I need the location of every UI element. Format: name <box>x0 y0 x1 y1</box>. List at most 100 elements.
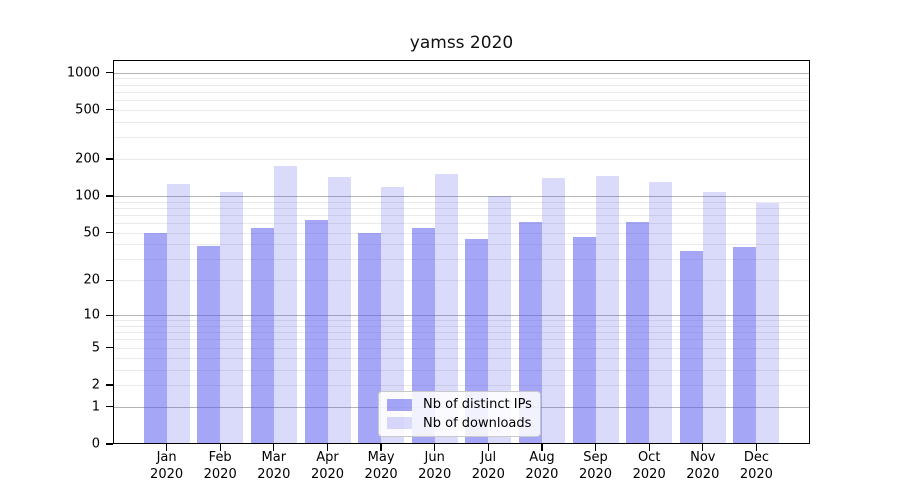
y-axis-tick <box>106 406 113 408</box>
bar-downloads-feb <box>220 192 244 444</box>
y-axis-tick-label: 2 <box>91 377 100 393</box>
minor-gridline <box>113 357 810 359</box>
minor-gridline <box>113 207 810 209</box>
minor-gridline <box>113 232 810 234</box>
x-axis-tick-label: Dec 2020 <box>739 450 773 482</box>
x-axis-tick-label: Aug 2020 <box>525 450 559 482</box>
minor-gridline <box>113 214 810 216</box>
bar-distinct-ips-mar <box>250 227 274 444</box>
y-axis-tick-label: 5 <box>91 340 100 356</box>
major-gridline <box>113 315 810 317</box>
minor-gridline <box>113 100 810 101</box>
bar-downloads-apr <box>327 176 351 444</box>
x-axis-tick <box>702 444 704 451</box>
minor-gridline <box>113 320 810 322</box>
bar-downloads-jun <box>434 173 458 444</box>
x-axis-tick <box>273 444 275 451</box>
x-axis-tick-label: Oct 2020 <box>632 450 666 482</box>
legend-row-downloads: Nb of downloads <box>387 416 532 431</box>
plot-frame <box>113 60 810 444</box>
x-axis-tick <box>648 444 650 451</box>
y-axis-tick-label: 20 <box>83 272 100 288</box>
major-gridline <box>113 72 810 74</box>
y-axis-tick-label: 50 <box>83 225 100 241</box>
y-axis-tick <box>106 347 113 349</box>
bar-downloads-jul <box>488 195 512 444</box>
minor-gridline <box>113 244 810 246</box>
x-axis-tick <box>487 444 489 451</box>
y-axis-tick <box>106 279 113 281</box>
x-axis-tick <box>594 444 597 451</box>
x-axis-tick-label: Mar 2020 <box>257 450 291 482</box>
minor-gridline <box>113 280 810 282</box>
x-axis-tick <box>541 444 543 451</box>
bar-downloads-mar <box>273 165 297 444</box>
x-axis-tick <box>434 444 436 451</box>
bar-downloads-oct <box>649 181 673 444</box>
bar-downloads-nov <box>702 192 726 444</box>
x-axis-tick-label: Apr 2020 <box>310 450 345 482</box>
minor-gridline <box>113 332 810 334</box>
y-axis-tick <box>106 314 113 316</box>
minor-gridline <box>113 369 810 371</box>
x-axis-tick <box>755 444 757 451</box>
x-axis-tick <box>219 444 221 451</box>
minor-gridline <box>113 137 810 139</box>
minor-gridline <box>113 259 810 261</box>
y-axis-tick <box>106 109 113 111</box>
y-axis-tick-label: 100 <box>75 188 100 204</box>
bar-downloads-sep <box>595 175 619 444</box>
bar-downloads-jan <box>166 184 190 444</box>
bar-distinct-ips-jan <box>143 232 167 444</box>
bar-downloads-dec <box>756 202 780 444</box>
bar-distinct-ips-nov <box>679 251 703 444</box>
x-axis-tick <box>380 444 382 451</box>
y-axis-tick-label: 1000 <box>66 65 100 80</box>
x-axis-tick-label: May 2020 <box>364 450 398 482</box>
bar-distinct-ips-apr <box>304 220 328 444</box>
y-axis-tick <box>106 443 113 445</box>
bar-distinct-ips-oct <box>626 222 650 444</box>
chart-title: yamss 2020 <box>409 33 514 53</box>
minor-gridline <box>113 347 810 349</box>
minor-gridline <box>113 223 810 224</box>
y-axis-tick-label: 200 <box>75 151 100 167</box>
minor-gridline <box>113 384 810 386</box>
legend-swatch-distinct-ips <box>387 399 412 411</box>
x-axis-tick-label: Nov 2020 <box>686 450 720 482</box>
minor-gridline <box>113 91 810 93</box>
major-gridline <box>113 195 810 197</box>
y-axis-tick-label: 500 <box>75 102 100 118</box>
minor-gridline <box>113 201 810 203</box>
minor-gridline <box>113 78 810 80</box>
minor-gridline <box>113 339 810 341</box>
bar-distinct-ips-sep <box>572 237 596 444</box>
bar-downloads-aug <box>541 177 565 444</box>
y-axis-tick-label: 10 <box>83 307 100 323</box>
x-axis-tick-label: Jun 2020 <box>418 450 452 482</box>
legend: Nb of distinct IPs Nb of downloads <box>378 391 541 437</box>
x-axis-tick <box>326 444 329 451</box>
bar-distinct-ips-may <box>358 232 382 444</box>
x-axis-tick-label: Sep 2020 <box>578 450 613 482</box>
x-axis-tick-label: Jul 2020 <box>471 450 505 482</box>
bar-downloads-may <box>381 186 405 444</box>
y-axis-tick <box>106 384 113 386</box>
y-axis-tick <box>106 195 113 197</box>
x-axis-tick-label: Feb 2020 <box>203 450 237 482</box>
minor-gridline <box>113 109 810 111</box>
legend-row-distinct-ips: Nb of distinct IPs <box>387 397 532 412</box>
bar-distinct-ips-feb <box>197 245 221 444</box>
bar-distinct-ips-jun <box>411 227 435 444</box>
y-axis-tick <box>106 158 113 160</box>
minor-gridline <box>113 158 810 160</box>
y-axis-tick-label: 0 <box>91 436 100 452</box>
bar-distinct-ips-dec <box>733 247 757 444</box>
y-axis-tick-label: 1 <box>91 399 100 415</box>
y-axis-tick <box>106 232 113 234</box>
minor-gridline <box>113 84 810 86</box>
x-axis-tick-label: Jan 2020 <box>150 450 184 482</box>
minor-gridline <box>113 325 810 327</box>
minor-gridline <box>113 121 810 123</box>
